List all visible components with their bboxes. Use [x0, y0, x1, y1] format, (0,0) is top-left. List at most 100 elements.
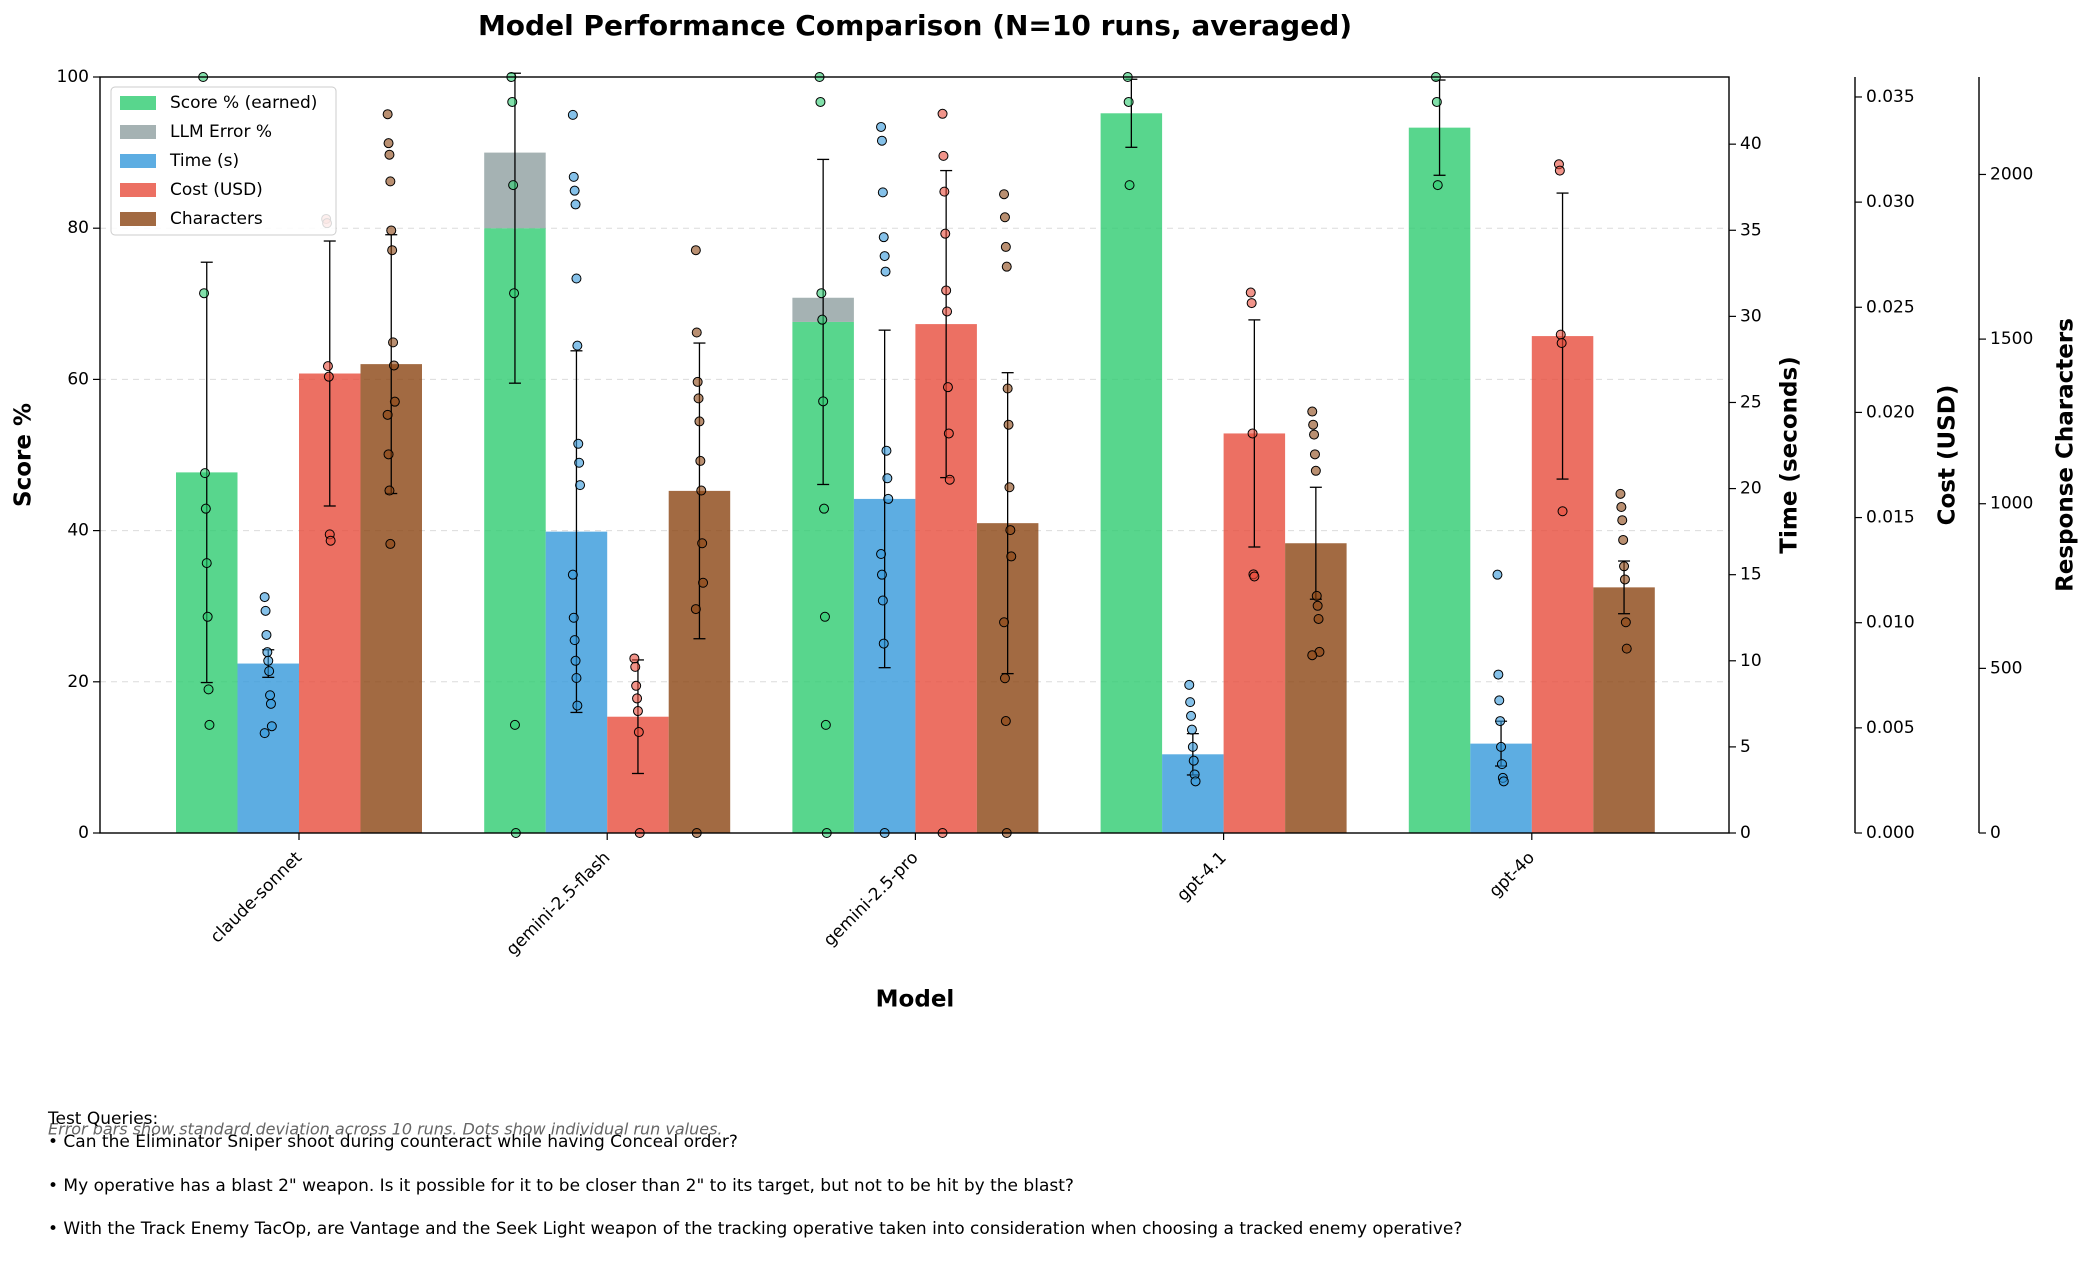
- run-point: [323, 371, 334, 382]
- run-point: [879, 251, 890, 262]
- queries-title: Test Queries:: [47, 1109, 158, 1129]
- legend-swatch: [120, 154, 156, 168]
- run-point: [575, 480, 586, 491]
- axis-label: Score %: [11, 403, 37, 507]
- run-point: [1492, 569, 1503, 580]
- run-point: [1615, 488, 1626, 499]
- legend-label: Time (s): [169, 151, 239, 171]
- run-point: [202, 611, 213, 622]
- run-point: [1000, 241, 1011, 252]
- run-point: [697, 538, 708, 549]
- tick-label: 5: [1740, 737, 1751, 757]
- axis-label: Time (seconds): [1777, 356, 1803, 553]
- run-point: [264, 666, 275, 677]
- tick-label: 60: [67, 369, 89, 389]
- tick-label: 25: [1740, 392, 1762, 412]
- run-point: [265, 690, 276, 701]
- tick-label: 20: [1740, 479, 1762, 499]
- x-tick-label: gemini-2.5-pro: [820, 848, 923, 951]
- x-tick-label: gemini-2.5-flash: [502, 848, 614, 960]
- run-point: [942, 306, 953, 317]
- run-point: [1620, 617, 1631, 628]
- run-point: [817, 314, 828, 325]
- run-point: [1618, 534, 1629, 545]
- run-point: [631, 680, 642, 691]
- run-point: [1309, 449, 1320, 460]
- tick-label: 0.005: [1866, 718, 1915, 738]
- tick-label: 2000: [1990, 164, 2033, 184]
- run-point: [1619, 561, 1630, 572]
- run-point: [382, 109, 393, 120]
- run-point: [570, 655, 581, 666]
- run-point: [937, 108, 948, 119]
- run-point: [261, 629, 272, 640]
- run-point: [569, 185, 580, 196]
- tick-label: 0.000: [1866, 823, 1915, 843]
- run-point: [260, 605, 271, 616]
- run-point: [1310, 465, 1321, 476]
- run-point: [571, 273, 582, 284]
- tick-label: 0: [78, 823, 89, 843]
- run-point: [199, 468, 210, 479]
- run-point: [322, 361, 333, 372]
- run-point: [695, 455, 706, 466]
- run-point: [1187, 741, 1198, 752]
- run-point: [572, 340, 583, 351]
- legend-swatch: [120, 125, 156, 139]
- run-point: [1555, 329, 1566, 340]
- chart-title: Model Performance Comparison (N=10 runs,…: [478, 9, 1352, 42]
- legend-swatch: [120, 212, 156, 226]
- run-point: [262, 647, 273, 658]
- run-point: [204, 719, 215, 730]
- run-point: [1496, 741, 1507, 752]
- run-point: [1186, 724, 1197, 735]
- run-point: [629, 653, 640, 664]
- tick-label: 30: [1740, 306, 1762, 326]
- run-point: [1617, 515, 1628, 526]
- run-point: [200, 503, 211, 514]
- run-point: [696, 485, 707, 496]
- plot-frame: [99, 76, 1730, 834]
- run-point: [199, 288, 210, 299]
- run-point: [1557, 506, 1568, 517]
- run-point: [1188, 755, 1199, 766]
- run-point: [876, 121, 887, 132]
- tick-label: 500: [1990, 658, 2022, 678]
- run-point: [880, 266, 891, 277]
- axis-label: Response Characters: [2053, 318, 2079, 592]
- run-point: [1432, 180, 1443, 191]
- run-point: [1307, 650, 1318, 661]
- run-point: [203, 684, 214, 695]
- run-point: [385, 176, 396, 187]
- tick-label: 40: [67, 521, 89, 541]
- run-point: [1621, 643, 1632, 654]
- run-point: [265, 698, 276, 709]
- run-point: [568, 612, 579, 623]
- tick-label: 40: [1740, 134, 1762, 154]
- run-point: [1005, 525, 1016, 536]
- run-point: [507, 96, 518, 107]
- run-point: [389, 396, 400, 407]
- run-point: [1006, 551, 1017, 562]
- run-point: [509, 288, 520, 299]
- bar: [1100, 113, 1163, 833]
- tick-label: 15: [1740, 565, 1762, 585]
- run-point: [1004, 482, 1015, 493]
- run-point: [385, 538, 396, 549]
- run-point: [259, 592, 270, 603]
- tick-label: 10: [1740, 651, 1762, 671]
- tick-label: 0.010: [1866, 613, 1915, 633]
- tick-label: 0.025: [1866, 297, 1915, 317]
- legend-label: Score % (earned): [170, 93, 317, 113]
- tick-label: 1500: [1990, 329, 2033, 349]
- run-point: [384, 149, 395, 160]
- run-point: [1496, 759, 1507, 770]
- query: • My operative has a blast 2" weapon. Is…: [48, 1176, 1074, 1196]
- run-point: [1493, 669, 1504, 680]
- legend: Score % (earned) LLM Error % Time (s) Cost …: [110, 86, 337, 236]
- run-point: [259, 728, 270, 739]
- run-point: [382, 409, 393, 420]
- run-point: [818, 396, 829, 407]
- run-point: [1309, 429, 1320, 440]
- error-bar: [570, 350, 583, 714]
